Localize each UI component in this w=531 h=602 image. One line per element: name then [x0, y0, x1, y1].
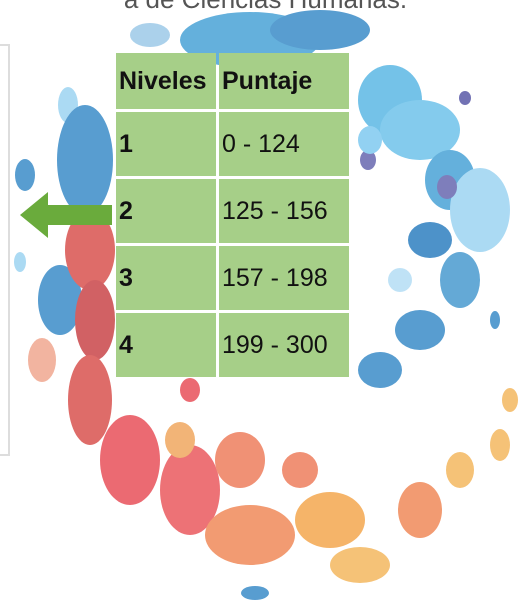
level-cell: 1	[116, 112, 216, 176]
score-cell: 199 - 300	[219, 313, 349, 377]
table-row: 2 125 - 156	[116, 179, 349, 243]
score-cell: 125 - 156	[219, 179, 349, 243]
level-cell: 2	[116, 179, 216, 243]
column-header: Niveles	[116, 53, 216, 109]
score-cell: 0 - 124	[219, 112, 349, 176]
heading-text: a de Ciencias Humanas.	[0, 0, 531, 15]
table-row: 3 157 - 198	[116, 246, 349, 310]
table-row: 4 199 - 300	[116, 313, 349, 377]
score-cell: 157 - 198	[219, 246, 349, 310]
level-cell: 4	[116, 313, 216, 377]
level-cell: 3	[116, 246, 216, 310]
column-header: Puntaje	[219, 53, 349, 109]
